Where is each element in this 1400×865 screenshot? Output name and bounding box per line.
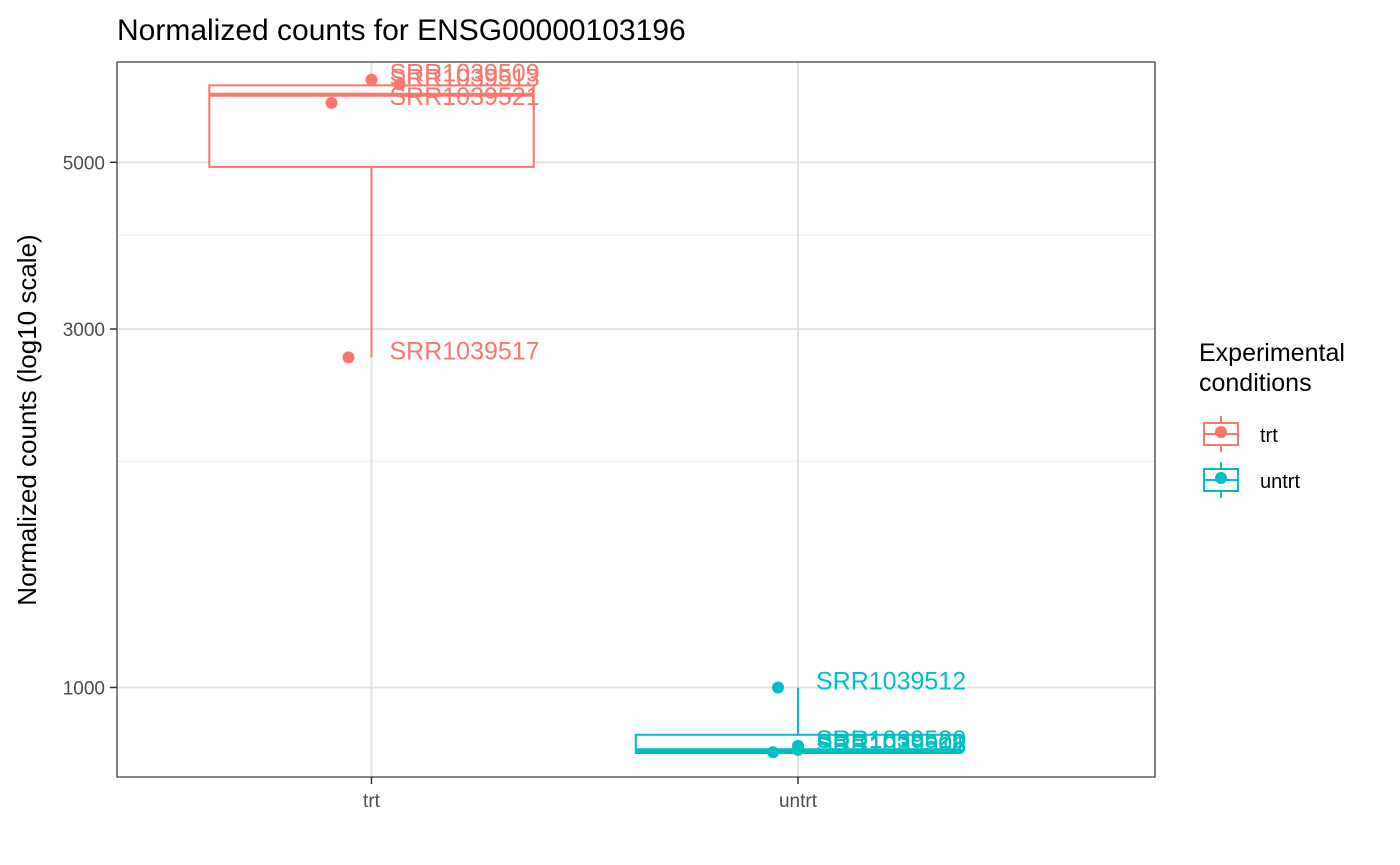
point-SRR1039517 — [342, 351, 355, 364]
y-tick-label: 1000 — [63, 678, 105, 699]
x-tick-label-trt: trt — [363, 791, 381, 812]
legend-title: conditions — [1199, 369, 1312, 397]
grid-lines — [117, 62, 1155, 777]
point-SRR1039509 — [365, 73, 378, 86]
legend-label-untrt: untrt — [1260, 471, 1300, 493]
chart-title: Normalized counts for ENSG00000103196 — [117, 14, 686, 47]
point-SRR1039508 — [792, 743, 804, 756]
point-label-SRR1039521: SRR1039521 — [390, 83, 540, 111]
point-label-SRR1039517: SRR1039517 — [390, 337, 540, 365]
point-label-SRR1039516: SRR1039516 — [816, 732, 966, 760]
legend-title: Experimental — [1199, 339, 1345, 367]
point-label-SRR1039513: SRR1039513 — [390, 64, 540, 92]
legend-label-trt: trt — [1260, 425, 1278, 447]
point-label-SRR1039520: SRR1039520 — [816, 726, 966, 754]
panel-border — [116, 61, 1156, 778]
point-label-SRR1039509: SRR1039509 — [390, 60, 540, 88]
box-trt — [208, 84, 535, 168]
x-tick-label-untrt: untrt — [779, 791, 818, 812]
point-SRR1039516 — [767, 746, 779, 759]
y-axis-title: Normalized counts (log10 scale) — [12, 234, 42, 605]
point-SRR1039512 — [772, 681, 784, 694]
data-points — [325, 73, 804, 759]
y-tick-label: 5000 — [63, 153, 105, 174]
boxes — [208, 79, 962, 755]
legend-key-point — [1215, 426, 1227, 438]
point-SRR1039521 — [325, 96, 338, 109]
point-label-SRR1039512: SRR1039512 — [816, 667, 966, 695]
point-label-SRR1039508: SRR1039508 — [816, 730, 966, 758]
axes: 1000 3000 5000 trt untrt — [63, 153, 818, 812]
legend-key-point — [1215, 472, 1227, 484]
point-SRR1039513 — [393, 78, 406, 91]
y-tick-label: 3000 — [63, 320, 105, 341]
